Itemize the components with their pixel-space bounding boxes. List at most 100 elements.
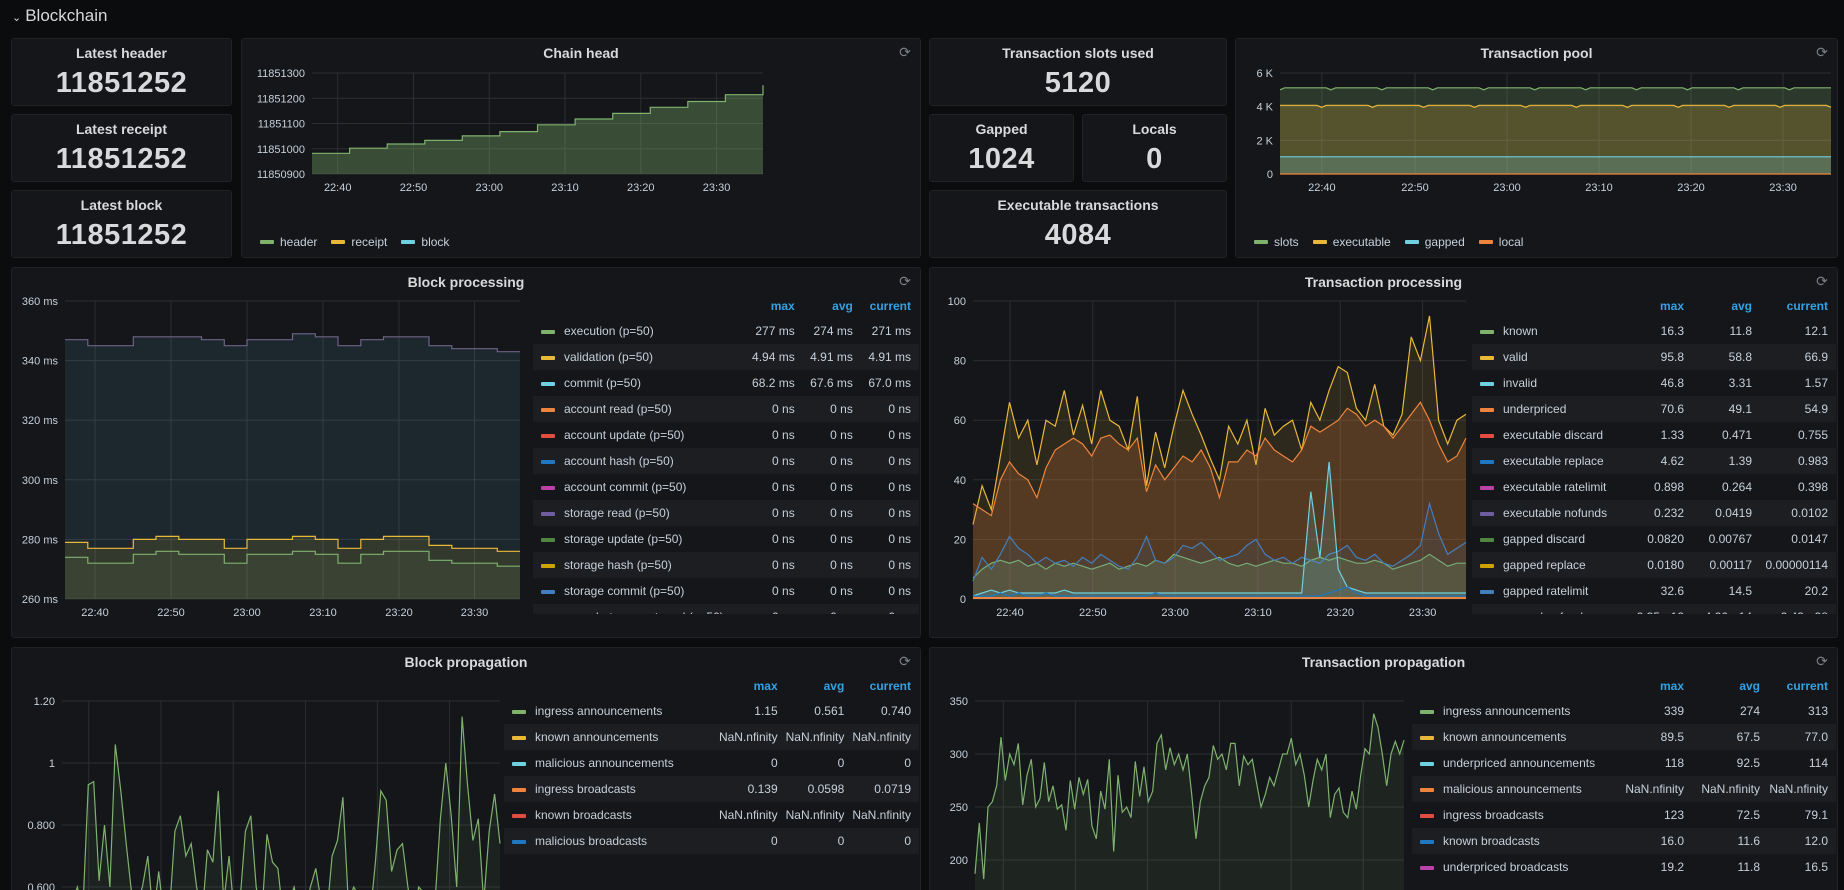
legend-row[interactable]: ingress announcements 339 274 313 <box>1412 698 1836 724</box>
legend-value-avg: 11.6 <box>1684 828 1760 854</box>
legend-row[interactable]: commit (p=50) 68.2 ms 67.6 ms 67.0 ms <box>533 370 919 396</box>
legend-swatch <box>512 813 526 818</box>
legend-row[interactable]: executable nofunds 0.232 0.0419 0.0102 <box>1472 500 1836 526</box>
legend-row[interactable]: account commit (p=50) 0 ns 0 ns 0 ns <box>533 474 919 500</box>
legend-row[interactable]: executable ratelimit 0.898 0.264 0.398 <box>1472 474 1836 500</box>
panel-title: Block processing <box>407 274 525 290</box>
x-tick-label: 23:00 <box>1161 607 1189 619</box>
legend-item[interactable]: gapped <box>1404 235 1465 249</box>
legend-row[interactable]: invalid 46.8 3.31 1.57 <box>1472 370 1836 396</box>
legend-row[interactable]: gapped replace 0.0180 0.00117 0.00000114 <box>1472 552 1836 578</box>
legend-item[interactable]: header <box>260 235 317 249</box>
legend-header-row: max avg current <box>1412 674 1836 698</box>
legend-series-name: invalid <box>1472 370 1622 396</box>
legend-row[interactable]: underpriced announcements 118 92.5 114 <box>1412 750 1836 776</box>
legend-swatch <box>541 511 555 516</box>
legend-item[interactable]: receipt <box>331 235 387 249</box>
series-ingress-announcements-area <box>975 713 1404 890</box>
panel-title: Latest receipt <box>75 121 168 137</box>
legend-row[interactable]: known broadcasts NaN.nfinity NaN.nfinity Na… <box>504 802 919 828</box>
legend-header-current[interactable]: current <box>869 299 911 313</box>
legend-row[interactable]: storage read (p=50) 0 ns 0 ns 0 ns <box>533 500 919 526</box>
legend-series-name: storage update (p=50) <box>533 526 724 552</box>
legend-row[interactable]: underpriced 70.6 49.1 54.9 <box>1472 396 1836 422</box>
refresh-icon[interactable]: ⟳ <box>899 44 911 60</box>
legend-row[interactable]: storage hash (p=50) 0 ns 0 ns 0 ns <box>533 552 919 578</box>
legend-row[interactable]: account read (p=50) 0 ns 0 ns 0 ns <box>533 396 919 422</box>
legend-row[interactable]: execution (p=50) 277 ms 274 ms 271 ms <box>533 318 919 344</box>
legend-series-name: known broadcasts <box>504 802 690 828</box>
legend-swatch <box>1480 407 1494 412</box>
legend-item[interactable]: slots <box>1254 235 1299 249</box>
legend-row[interactable]: storage commit (p=50) 0 ns 0 ns 0 ns <box>533 578 919 604</box>
legend-value-avg: 0.264 <box>1721 480 1752 494</box>
legend-row[interactable]: validation (p=50) 4.94 ms 4.91 ms 4.91 ms <box>533 344 919 370</box>
legend-item[interactable]: executable <box>1312 235 1391 249</box>
legend-row[interactable]: known announcements 89.5 67.5 77.0 <box>1412 724 1836 750</box>
stat-value: 5120 <box>1044 67 1112 99</box>
refresh-icon[interactable]: ⟳ <box>899 653 911 669</box>
x-tick-label: 22:40 <box>324 182 352 194</box>
stat-panel-latest-block: Latest block 11851252 <box>11 190 232 258</box>
legend-item[interactable]: block <box>401 235 449 249</box>
legend-value-max: 277 ms <box>755 324 795 338</box>
legend-row[interactable]: malicious announcements NaN.nfinity NaN.nf… <box>1412 776 1836 802</box>
legend-row[interactable]: gapped ratelimit 32.6 14.5 20.2 <box>1472 578 1836 604</box>
legend-label: known announcements <box>535 730 659 744</box>
legend-row[interactable]: underpriced broadcasts 19.2 11.8 16.5 <box>1412 854 1836 880</box>
legend-row[interactable]: executable replace 4.62 1.39 0.983 <box>1472 448 1836 474</box>
legend-value-avg: 11.8 <box>1729 324 1752 338</box>
legend-value-avg: 67.5 <box>1684 724 1760 750</box>
refresh-icon[interactable]: ⟳ <box>899 273 911 289</box>
legend-value-avg: 0 ns <box>830 480 853 494</box>
legend-label: executable ratelimit <box>1503 480 1607 494</box>
legend-value-avg: 0.00767 <box>1708 532 1752 546</box>
refresh-icon[interactable]: ⟳ <box>1816 653 1828 669</box>
legend-row[interactable]: malicious announcements 0 0 0 <box>504 750 919 776</box>
legend-header-avg[interactable]: avg <box>823 679 845 693</box>
legend-value-current: 4.91 ms <box>852 344 919 370</box>
x-tick-label: 22:40 <box>996 607 1024 619</box>
legend-row[interactable]: valid 95.8 58.8 66.9 <box>1472 344 1836 370</box>
legend-header-current[interactable]: current <box>1786 299 1828 313</box>
legend-value-max: 0 ns <box>772 428 795 442</box>
legend-header-max[interactable]: max <box>753 679 778 693</box>
legend-row[interactable]: known announcements NaN.nfinity NaN.nfinit… <box>504 724 919 750</box>
legend-row[interactable]: ingress broadcasts 0.139 0.0598 0.0719 <box>504 776 919 802</box>
legend-value-current: 0.755 <box>1797 428 1828 442</box>
refresh-icon[interactable]: ⟳ <box>1816 273 1828 289</box>
legend-row[interactable]: account update (p=50) 0 ns 0 ns 0 ns <box>533 422 919 448</box>
legend-header-avg[interactable]: avg <box>1731 299 1752 313</box>
row-header-blockchain[interactable]: ⌄ Blockchain <box>12 4 107 28</box>
legend-row[interactable]: storage update (p=50) 0 ns 0 ns 0 ns <box>533 526 919 552</box>
legend-row[interactable]: malicious broadcasts 0 0 0 <box>504 828 919 854</box>
refresh-icon[interactable]: ⟳ <box>1816 44 1828 60</box>
legend-value-avg: 0 ns <box>830 532 853 546</box>
legend-table-grid: max avg current ingress announcements 339 274… <box>1412 674 1836 880</box>
legend-header-current[interactable]: current <box>869 679 911 693</box>
legend-row[interactable]: gapped nofunds 2.35e-124.26e-142.43e-38 <box>1472 604 1836 614</box>
y-tick-label: 1 <box>49 758 55 770</box>
legend-header-avg[interactable]: avg <box>1739 679 1760 693</box>
legend-series-name: underpriced announcements <box>1412 750 1600 776</box>
legend-header-max[interactable]: max <box>1659 299 1684 313</box>
legend-row[interactable]: snapshot account read (p=50)0 ns0 ns0 ns <box>533 604 919 614</box>
legend-row[interactable]: known 16.3 11.8 12.1 <box>1472 318 1836 344</box>
legend-value-max: 0.898 <box>1653 480 1684 494</box>
legend-row[interactable]: gapped discard 0.0820 0.00767 0.0147 <box>1472 526 1836 552</box>
legend-row[interactable]: known broadcasts 16.0 11.6 12.0 <box>1412 828 1836 854</box>
legend-header-current[interactable]: current <box>1786 679 1828 693</box>
legend-header-max[interactable]: max <box>1659 679 1684 693</box>
series-header-line <box>312 85 764 154</box>
legend-label: gapped ratelimit <box>1503 584 1589 598</box>
legend-header-avg[interactable]: avg <box>832 299 853 313</box>
legend-swatch <box>1420 813 1434 818</box>
legend-item[interactable]: local <box>1478 235 1523 249</box>
legend-value-max: 4.94 ms <box>723 344 795 370</box>
legend-row[interactable]: account hash (p=50) 0 ns 0 ns 0 ns <box>533 448 919 474</box>
legend-row[interactable]: ingress broadcasts 123 72.5 79.1 <box>1412 802 1836 828</box>
legend-row[interactable]: ingress announcements 1.15 0.561 0.740 <box>504 698 919 724</box>
legend-label: gapped <box>1424 235 1465 249</box>
legend-row[interactable]: executable discard 1.33 0.471 0.755 <box>1472 422 1836 448</box>
legend-header-max[interactable]: max <box>770 299 795 313</box>
